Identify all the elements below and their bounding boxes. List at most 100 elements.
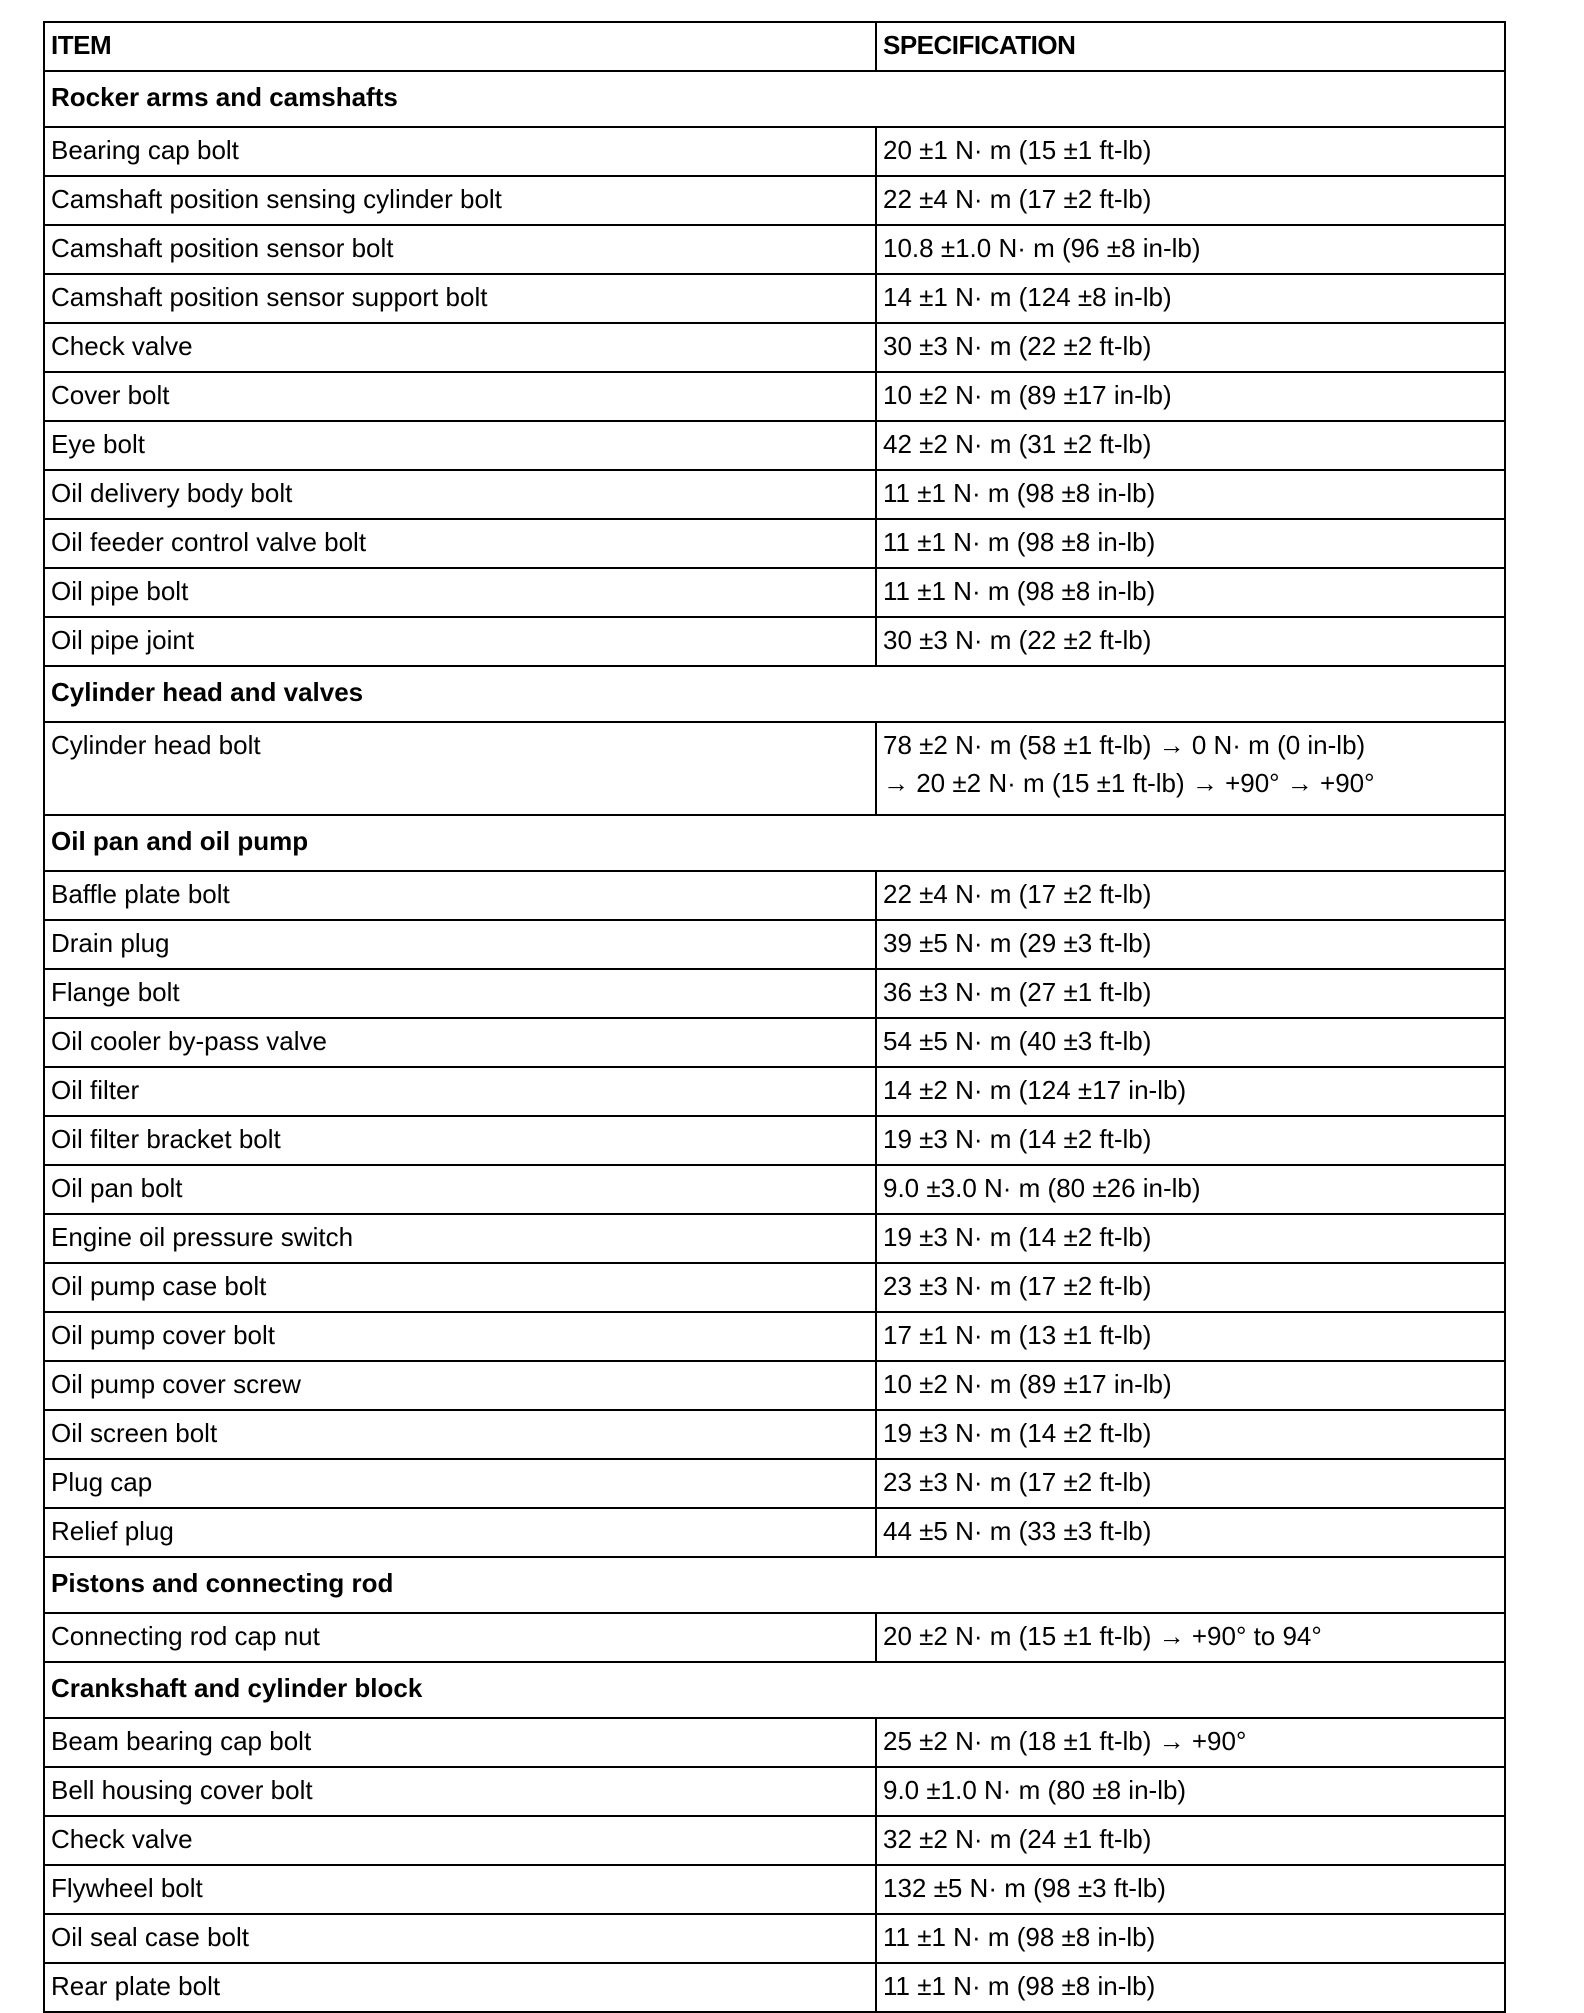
specification-cell: 11 ±1 N· m (98 ±8 in-lb) bbox=[875, 567, 1506, 618]
item-cell: Camshaft position sensing cylinder bolt bbox=[43, 175, 877, 226]
table-row: Relief plug 44 ±5 N· m (33 ±3 ft-lb) bbox=[43, 1507, 1506, 1558]
specification-text: 32 ±2 N· m (24 ±1 ft-lb) bbox=[883, 1824, 1152, 1854]
specification-cell: 23 ±3 N· m (17 ±2 ft-lb) bbox=[875, 1458, 1506, 1509]
specification-cell: 36 ±3 N· m (27 ±1 ft-lb) bbox=[875, 968, 1506, 1019]
specification-cell: 10 ±2 N· m (89 ±17 in-lb) bbox=[875, 1360, 1506, 1411]
specification-cell: 22 ±4 N· m (17 ±2 ft-lb) bbox=[875, 870, 1506, 921]
specification-cell: 9.0 ±3.0 N· m (80 ±26 in-lb) bbox=[875, 1164, 1506, 1215]
specification-cell: 54 ±5 N· m (40 ±3 ft-lb) bbox=[875, 1017, 1506, 1068]
specification-text: 39 ±5 N· m (29 ±3 ft-lb) bbox=[883, 928, 1152, 958]
item-cell: Plug cap bbox=[43, 1458, 877, 1509]
specification-text: 9.0 ±3.0 N· m (80 ±26 in-lb) bbox=[883, 1173, 1201, 1203]
table-row: Oil filter bracket bolt 19 ±3 N· m (14 ±2… bbox=[43, 1115, 1506, 1166]
table-row: Drain plug 39 ±5 N· m (29 ±3 ft-lb) bbox=[43, 919, 1506, 970]
section-header-row: Oil pan and oil pump bbox=[43, 814, 1506, 872]
specification-text: 20 ±1 N· m (15 ±1 ft-lb) bbox=[883, 135, 1152, 165]
specification-cell: 14 ±1 N· m (124 ±8 in-lb) bbox=[875, 273, 1506, 324]
section-header-row: Pistons and connecting rod bbox=[43, 1556, 1506, 1614]
table-row: Bearing cap bolt 20 ±1 N· m (15 ±1 ft-lb) bbox=[43, 126, 1506, 177]
table-row: Oil cooler by-pass valve 54 ±5 N· m (40 ±… bbox=[43, 1017, 1506, 1068]
specification-cell: 32 ±2 N· m (24 ±1 ft-lb) bbox=[875, 1815, 1506, 1866]
table-row: Bell housing cover bolt 9.0 ±1.0 N· m (80… bbox=[43, 1766, 1506, 1817]
specification-text: 19 ±3 N· m (14 ±2 ft-lb) bbox=[883, 1222, 1152, 1252]
table-row: Check valve 32 ±2 N· m (24 ±1 ft-lb) bbox=[43, 1815, 1506, 1866]
item-cell: Oil delivery body bolt bbox=[43, 469, 877, 520]
table-row: Oil delivery body bolt 11 ±1 N· m (98 ±8 … bbox=[43, 469, 1506, 520]
specification-text: 9.0 ±1.0 N· m (80 ±8 in-lb) bbox=[883, 1775, 1187, 1805]
specification-cell: 44 ±5 N· m (33 ±3 ft-lb) bbox=[875, 1507, 1506, 1558]
table-row: Oil screen bolt 19 ±3 N· m (14 ±2 ft-lb) bbox=[43, 1409, 1506, 1460]
specification-text: 23 ±3 N· m (17 ±2 ft-lb) bbox=[883, 1467, 1152, 1497]
table-row: Engine oil pressure switch 19 ±3 N· m (14… bbox=[43, 1213, 1506, 1264]
item-cell: Oil pump cover screw bbox=[43, 1360, 877, 1411]
table-row: Baffle plate bolt 22 ±4 N· m (17 ±2 ft-lb… bbox=[43, 870, 1506, 921]
item-cell: Oil feeder control valve bolt bbox=[43, 518, 877, 569]
specification-cell: 20 ±2 N· m (15 ±1 ft-lb) → +90° to 94° bbox=[875, 1612, 1506, 1663]
specification-cell: 132 ±5 N· m (98 ±3 ft-lb) bbox=[875, 1864, 1506, 1915]
specification-cell: 30 ±3 N· m (22 ±2 ft-lb) bbox=[875, 322, 1506, 373]
specification-text: 44 ±5 N· m (33 ±3 ft-lb) bbox=[883, 1516, 1152, 1546]
specification-cell: 42 ±2 N· m (31 ±2 ft-lb) bbox=[875, 420, 1506, 471]
specification-text: 10 ±2 N· m (89 ±17 in-lb) bbox=[883, 380, 1172, 410]
item-cell: Relief plug bbox=[43, 1507, 877, 1558]
specification-text: 14 ±1 N· m (124 ±8 in-lb) bbox=[883, 282, 1172, 312]
specification-cell: 30 ±3 N· m (22 ±2 ft-lb) bbox=[875, 616, 1506, 667]
specification-text: 78 ±2 N· m (58 ±1 ft-lb) → 0 N· m (0 in-… bbox=[883, 730, 1366, 760]
item-cell: Camshaft position sensor bolt bbox=[43, 224, 877, 275]
section-header-row: Crankshaft and cylinder block bbox=[43, 1661, 1506, 1719]
column-header-item: ITEM bbox=[43, 21, 877, 72]
table-row: Beam bearing cap bolt 25 ±2 N· m (18 ±1 f… bbox=[43, 1717, 1506, 1768]
item-cell: Cover bolt bbox=[43, 371, 877, 422]
item-cell: Connecting rod cap nut bbox=[43, 1612, 877, 1663]
section-title: Cylinder head and valves bbox=[43, 665, 1506, 723]
item-cell: Camshaft position sensor support bolt bbox=[43, 273, 877, 324]
item-cell: Flange bolt bbox=[43, 968, 877, 1019]
section-title: Rocker arms and camshafts bbox=[43, 70, 1506, 128]
specification-cell: 19 ±3 N· m (14 ±2 ft-lb) bbox=[875, 1409, 1506, 1460]
specification-text: 11 ±1 N· m (98 ±8 in-lb) bbox=[883, 1971, 1156, 2001]
specification-cell: 10.8 ±1.0 N· m (96 ±8 in-lb) bbox=[875, 224, 1506, 275]
item-cell: Oil filter bracket bolt bbox=[43, 1115, 877, 1166]
table-row: Oil pan bolt 9.0 ±3.0 N· m (80 ±26 in-lb) bbox=[43, 1164, 1506, 1215]
table-row: Rear plate bolt 11 ±1 N· m (98 ±8 in-lb) bbox=[43, 1962, 1506, 2013]
specification-cell: 17 ±1 N· m (13 ±1 ft-lb) bbox=[875, 1311, 1506, 1362]
specification-cell: 39 ±5 N· m (29 ±3 ft-lb) bbox=[875, 919, 1506, 970]
specification-cell: 20 ±1 N· m (15 ±1 ft-lb) bbox=[875, 126, 1506, 177]
section-title: Pistons and connecting rod bbox=[43, 1556, 1506, 1614]
item-cell: Cylinder head bolt bbox=[43, 721, 877, 816]
specification-cell: 78 ±2 N· m (58 ±1 ft-lb) → 0 N· m (0 in-… bbox=[875, 721, 1506, 816]
specification-text: 19 ±3 N· m (14 ±2 ft-lb) bbox=[883, 1124, 1152, 1154]
section-title: Oil pan and oil pump bbox=[43, 814, 1506, 872]
specification-text: 19 ±3 N· m (14 ±2 ft-lb) bbox=[883, 1418, 1152, 1448]
table-row: Flywheel bolt 132 ±5 N· m (98 ±3 ft-lb) bbox=[43, 1864, 1506, 1915]
table-row: Cover bolt 10 ±2 N· m (89 ±17 in-lb) bbox=[43, 371, 1506, 422]
section-header-row: Cylinder head and valves bbox=[43, 665, 1506, 723]
specification-cell: 11 ±1 N· m (98 ±8 in-lb) bbox=[875, 518, 1506, 569]
table-row: Oil pump cover screw 10 ±2 N· m (89 ±17 i… bbox=[43, 1360, 1506, 1411]
item-cell: Flywheel bolt bbox=[43, 1864, 877, 1915]
table-row: Camshaft position sensor support bolt 14 … bbox=[43, 273, 1506, 324]
item-cell: Oil pipe joint bbox=[43, 616, 877, 667]
specification-cell: 22 ±4 N· m (17 ±2 ft-lb) bbox=[875, 175, 1506, 226]
specification-text: 22 ±4 N· m (17 ±2 ft-lb) bbox=[883, 184, 1152, 214]
specification-text: 54 ±5 N· m (40 ±3 ft-lb) bbox=[883, 1026, 1152, 1056]
item-cell: Oil filter bbox=[43, 1066, 877, 1117]
table-row: Oil seal case bolt 11 ±1 N· m (98 ±8 in-l… bbox=[43, 1913, 1506, 1964]
item-cell: Check valve bbox=[43, 1815, 877, 1866]
specification-text: 14 ±2 N· m (124 ±17 in-lb) bbox=[883, 1075, 1187, 1105]
specification-text: 10.8 ±1.0 N· m (96 ±8 in-lb) bbox=[883, 233, 1201, 263]
specification-text: 10 ±2 N· m (89 ±17 in-lb) bbox=[883, 1369, 1172, 1399]
table-row: Flange bolt 36 ±3 N· m (27 ±1 ft-lb) bbox=[43, 968, 1506, 1019]
specification-text: 22 ±4 N· m (17 ±2 ft-lb) bbox=[883, 879, 1152, 909]
table-row: Oil pump case bolt 23 ±3 N· m (17 ±2 ft-l… bbox=[43, 1262, 1506, 1313]
item-cell: Eye bolt bbox=[43, 420, 877, 471]
section-header-row: Rocker arms and camshafts bbox=[43, 70, 1506, 128]
item-cell: Oil pan bolt bbox=[43, 1164, 877, 1215]
item-cell: Oil pipe bolt bbox=[43, 567, 877, 618]
table-row: Oil filter 14 ±2 N· m (124 ±17 in-lb) bbox=[43, 1066, 1506, 1117]
table-row: Camshaft position sensor bolt 10.8 ±1.0 N… bbox=[43, 224, 1506, 275]
specification-cell: 23 ±3 N· m (17 ±2 ft-lb) bbox=[875, 1262, 1506, 1313]
specification-cell: 25 ±2 N· m (18 ±1 ft-lb) → +90° bbox=[875, 1717, 1506, 1768]
specification-text: 17 ±1 N· m (13 ±1 ft-lb) bbox=[883, 1320, 1152, 1350]
item-cell: Bell housing cover bolt bbox=[43, 1766, 877, 1817]
